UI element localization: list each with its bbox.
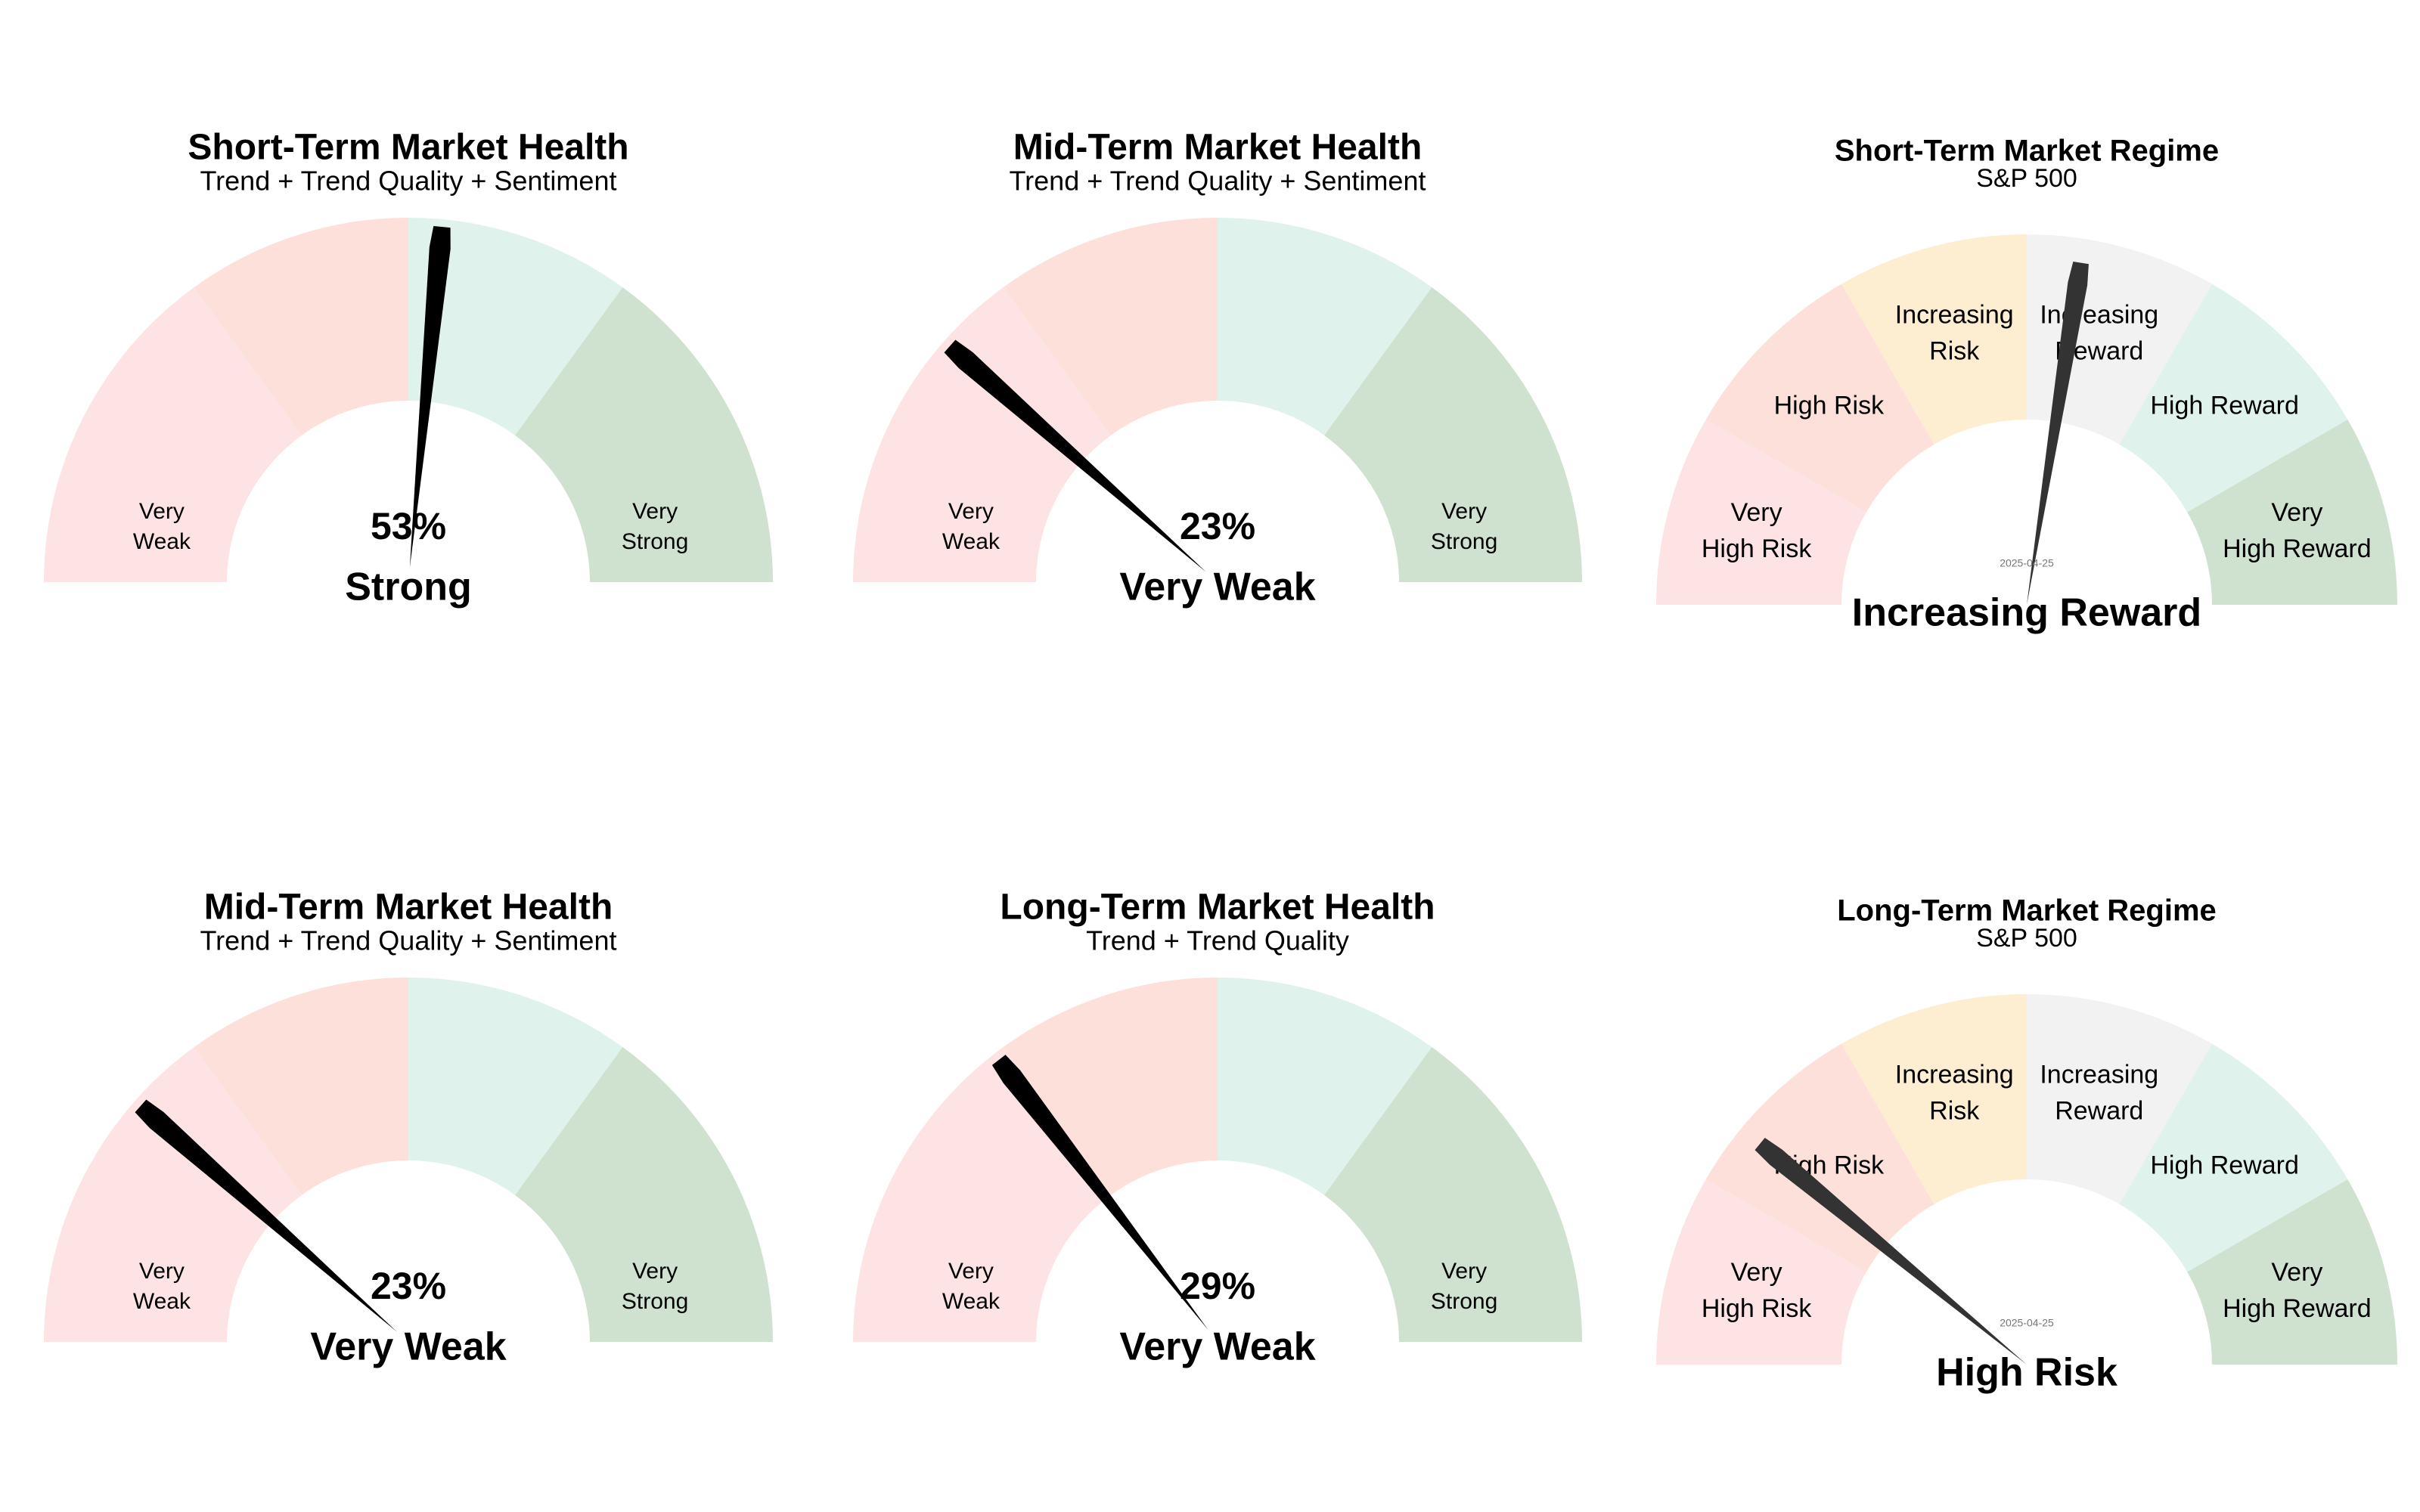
- gauge-band: [1841, 994, 2027, 1204]
- gauge-band: [194, 218, 408, 435]
- gauge-reading-label: High Risk: [1936, 1351, 2118, 1395]
- band-label: Very: [1441, 499, 1487, 524]
- band-label: Very: [139, 499, 185, 524]
- gauge-subtitle: S&P 500: [1976, 924, 2077, 953]
- gauge-title: Short-Term Market Health: [188, 128, 628, 168]
- band-label: Very: [1731, 1258, 1782, 1287]
- band-label: Strong: [622, 529, 688, 554]
- gauge-value: 23%: [371, 1265, 446, 1307]
- band-label: High Risk: [1702, 1294, 1812, 1323]
- gauge-value: 29%: [1180, 1265, 1255, 1307]
- gauge-band: [1705, 284, 1934, 513]
- gauge-band: [44, 287, 302, 582]
- gauge-band: [2187, 419, 2397, 605]
- gauge-date: 2025-04-25: [2000, 557, 2054, 569]
- gauge-title: Long-Term Market Health: [1000, 888, 1435, 928]
- gauge-date: 2025-04-25: [2000, 1317, 2054, 1329]
- band-label: Increasing: [1895, 1061, 2014, 1089]
- gauge-band: [1705, 1043, 1934, 1272]
- gauge-reading-label: Very Weak: [310, 1325, 506, 1369]
- band-label: Reward: [2055, 1097, 2143, 1126]
- gauge-band: [1656, 1179, 1866, 1365]
- band-label: Very: [948, 499, 994, 524]
- band-label: High Reward: [2223, 534, 2372, 563]
- gauge-needle: [1754, 1138, 2027, 1365]
- gauge-needle: [991, 1055, 1208, 1331]
- gauge-reading-label: Increasing Reward: [1852, 591, 2201, 635]
- band-label: Very: [1731, 498, 1782, 527]
- gauge-title: Mid-Term Market Health: [1013, 128, 1423, 168]
- gauge-reading-label: Very Weak: [1119, 1325, 1315, 1369]
- band-label: High Reward: [2150, 391, 2299, 420]
- gauge-band: [2027, 994, 2213, 1204]
- band-label: Very: [1441, 1259, 1487, 1284]
- gauge-band: [2119, 1043, 2348, 1272]
- band-label: High Reward: [2150, 1151, 2299, 1179]
- gauge-band: [853, 287, 1111, 582]
- gauge-band: [1324, 287, 1582, 582]
- gauge-band: [2119, 284, 2348, 513]
- gauge-band: [1003, 218, 1218, 435]
- band-label: Strong: [1431, 529, 1497, 554]
- gauge-subtitle: Trend + Trend Quality + Sentiment: [200, 166, 617, 197]
- gauge-needle: [135, 1099, 397, 1332]
- gauge-reading-label: Very Weak: [1119, 565, 1315, 609]
- gauge-band: [515, 287, 773, 582]
- gauge-title: Long-Term Market Regime: [1837, 894, 2217, 928]
- band-label: Increasing: [2040, 301, 2158, 330]
- gauge-subtitle: Trend + Trend Quality + Sentiment: [1010, 166, 1426, 197]
- band-label: Very: [632, 1259, 678, 1284]
- band-label: High Risk: [1774, 391, 1885, 420]
- band-label: Very: [2271, 498, 2322, 527]
- gauge-band: [408, 978, 623, 1195]
- gauge-subtitle: Trend + Trend Quality + Sentiment: [200, 925, 617, 956]
- gauge-needle: [409, 226, 451, 568]
- gauge-band: [194, 978, 408, 1195]
- gauge-title: Mid-Term Market Health: [204, 888, 613, 928]
- band-label: Increasing: [1895, 301, 2014, 330]
- gauge-band: [1324, 1047, 1582, 1342]
- gauge-needle: [2027, 262, 2089, 605]
- gauge-value: 53%: [371, 505, 446, 547]
- band-label: Strong: [622, 1289, 688, 1314]
- band-label: Increasing: [2040, 1061, 2158, 1089]
- band-label: Weak: [133, 529, 191, 554]
- band-label: Very: [2271, 1258, 2322, 1287]
- gauge-subtitle: S&P 500: [1976, 164, 2077, 193]
- gauge-band: [1218, 218, 1432, 435]
- band-label: Risk: [1929, 1097, 1980, 1126]
- band-label: High Reward: [2223, 1294, 2372, 1323]
- band-label: Risk: [1929, 337, 1980, 366]
- band-label: Very: [948, 1259, 994, 1284]
- gauge-band: [1218, 978, 1432, 1195]
- band-label: High Risk: [1702, 534, 1812, 563]
- gauge-band: [408, 218, 623, 435]
- band-label: Strong: [1431, 1289, 1497, 1314]
- gauge-title: Short-Term Market Regime: [1835, 135, 2219, 168]
- band-label: Very: [632, 499, 678, 524]
- gauge-subtitle: Trend + Trend Quality: [1086, 925, 1349, 956]
- gauge-band: [2187, 1179, 2397, 1365]
- band-label: Very: [139, 1259, 185, 1284]
- gauge-value: 23%: [1180, 505, 1255, 547]
- gauge-band: [44, 1047, 302, 1342]
- gauge-reading-label: Strong: [345, 565, 472, 609]
- gauge-band: [1841, 234, 2027, 445]
- band-label: Weak: [133, 1289, 191, 1314]
- gauge-band: [1656, 419, 1866, 605]
- band-label: Weak: [942, 529, 1001, 554]
- band-label: Weak: [942, 1289, 1001, 1314]
- gauge-band: [515, 1047, 773, 1342]
- gauge-needle: [944, 339, 1206, 572]
- gauge-band: [1003, 978, 1218, 1195]
